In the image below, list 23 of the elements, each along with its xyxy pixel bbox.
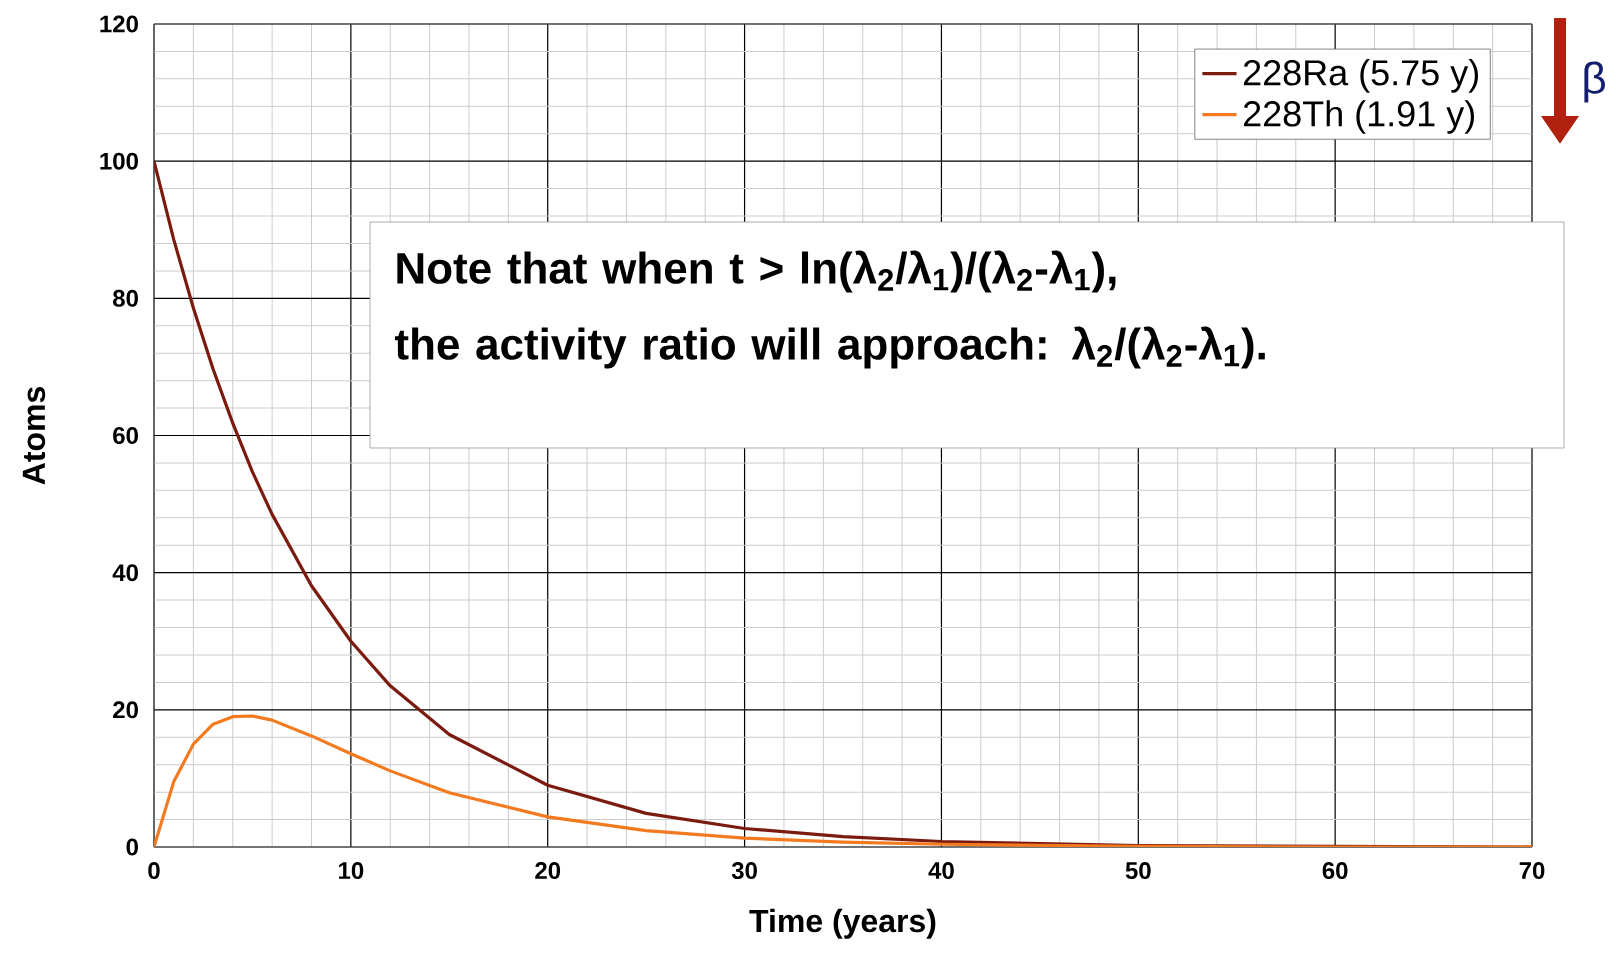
x-tick-label: 10 [339,862,364,880]
x-tick-label: 70 [1519,862,1545,880]
y-axis-title: Atoms [22,387,46,485]
y-tick-label: 20 [113,701,138,719]
x-tick-label: 50 [1125,862,1151,880]
annotation: the activity ratio will approach: λ$_{2}$/(λ$_{2}$-λ$_{1}$). [394,326,1265,369]
x-tick-label: 0 [148,862,160,880]
y-tick-label: 100 [100,152,138,170]
line-series [154,714,1533,847]
x-tick-label: 60 [1322,862,1348,880]
y-tick-label: 60 [113,427,138,444]
y-tick-label: 80 [113,289,138,307]
text: β [1584,61,1605,103]
legend-label: 228Ra (5.75 y) [1243,59,1478,93]
x-axis-title: Time (years) [749,908,936,939]
legend-label: 228Th (1.91 y) [1243,100,1474,134]
x-tick-label: 40 [928,862,954,880]
x-tick-label: 30 [731,862,757,880]
text: Note that when t > ln(λ$_{2}$/λ$_{1}$)/(λ$_{2}$-λ$_{1}$), [397,250,1116,293]
y-tick-label: 120 [100,15,138,33]
y-tick-label: 40 [112,564,138,582]
x-tick-label: 20 [535,862,561,880]
y-tick-label: 0 [126,838,138,856]
